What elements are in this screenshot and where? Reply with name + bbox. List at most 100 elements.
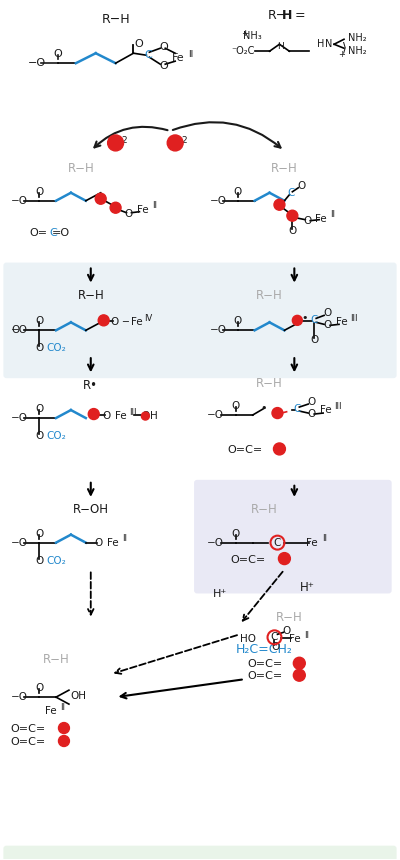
Text: O: O [232,529,240,538]
Circle shape [98,315,109,326]
Text: II: II [188,50,194,58]
Text: H⁺: H⁺ [300,581,315,594]
Text: O=: O= [29,228,47,237]
Circle shape [287,210,298,221]
Text: −O: −O [210,196,227,206]
Text: Fe: Fe [315,213,327,224]
Text: O: O [297,181,306,191]
Text: O: O [303,216,311,225]
Circle shape [272,408,283,419]
Text: R−H: R−H [271,163,298,175]
Text: CO₂: CO₂ [46,431,66,441]
Circle shape [88,408,99,420]
Text: −O: −O [207,410,224,420]
Text: R−: R− [268,9,287,22]
Text: Fe: Fe [336,317,348,328]
Text: −O: −O [11,413,28,423]
Text: O: O [310,335,318,346]
Text: II: II [330,210,336,219]
Text: O: O [35,187,43,197]
Text: C: C [49,228,57,237]
Text: II: II [152,201,157,210]
Text: Fe: Fe [107,538,118,548]
Text: NH₃: NH₃ [243,31,262,41]
Text: N: N [326,40,333,49]
Text: II: II [322,534,327,544]
Text: C: C [310,316,318,325]
Text: O: O [159,42,168,52]
Text: O=C=: O=C= [247,671,282,681]
Text: Fe: Fe [172,53,184,63]
Text: O: O [35,529,43,538]
Text: Fe: Fe [306,538,318,548]
Text: 2: 2 [181,137,187,145]
Text: O: O [307,397,315,407]
Text: R−OH: R−OH [73,503,109,516]
Circle shape [274,200,285,210]
Text: O: O [323,320,331,330]
Text: Fe: Fe [45,706,57,716]
Text: O: O [11,325,20,335]
Text: R−H: R−H [77,289,104,302]
Text: O: O [94,538,103,548]
Text: R−H: R−H [101,13,130,26]
Text: CO₂: CO₂ [46,556,66,566]
Text: O: O [288,225,296,236]
Circle shape [95,194,106,204]
Text: O: O [35,431,43,441]
Text: H⁺: H⁺ [213,589,227,599]
Circle shape [142,412,149,420]
Text: O: O [282,626,290,636]
Text: +: + [241,28,248,38]
Circle shape [293,657,305,669]
Text: −O: −O [28,58,46,68]
Text: O: O [102,411,111,421]
Text: Fe: Fe [136,205,148,215]
Text: O: O [159,61,168,71]
Text: =O: =O [52,228,70,237]
Text: II: II [60,703,66,711]
Text: NH₂: NH₂ [348,34,366,43]
Text: O=C=: O=C= [227,445,262,455]
Text: O: O [110,317,119,328]
Text: O=C=: O=C= [10,737,46,747]
Text: O: O [35,343,43,353]
Text: NH₂: NH₂ [348,46,366,56]
Text: R−H: R−H [68,163,94,175]
Text: OH: OH [71,691,87,701]
Text: −O: −O [207,538,224,548]
Text: O: O [141,411,150,421]
Text: CO₂: CO₂ [46,343,66,353]
Text: III: III [334,402,342,410]
Text: O=C=: O=C= [10,724,46,734]
Text: R−H: R−H [256,289,283,302]
Text: Fe: Fe [131,317,142,328]
Text: O: O [35,404,43,414]
Text: C: C [144,50,152,60]
Text: −O: −O [11,538,28,548]
Text: C: C [288,187,295,198]
Text: H₂C=CH₂: H₂C=CH₂ [236,642,293,656]
Text: −O: −O [11,692,28,702]
Text: Fe: Fe [115,411,126,421]
Text: C: C [294,404,301,414]
Text: R−H: R−H [276,611,303,624]
Text: ⁻O₂C: ⁻O₂C [232,46,255,56]
Text: R−H: R−H [43,653,69,666]
Text: O: O [35,683,43,693]
Circle shape [167,135,183,150]
Text: −O: −O [11,325,28,335]
Text: O: O [35,316,43,326]
Text: II: II [304,631,309,640]
Text: R•: R• [83,378,98,391]
Text: H: H [282,9,292,22]
Text: O: O [232,401,240,411]
Circle shape [58,735,70,746]
Text: O: O [307,409,315,419]
Text: O=C=: O=C= [247,660,282,669]
FancyBboxPatch shape [194,480,392,593]
Text: IV: IV [144,314,152,322]
Text: O: O [323,309,331,318]
Text: H: H [318,40,325,49]
Text: R−H: R−H [251,503,278,516]
